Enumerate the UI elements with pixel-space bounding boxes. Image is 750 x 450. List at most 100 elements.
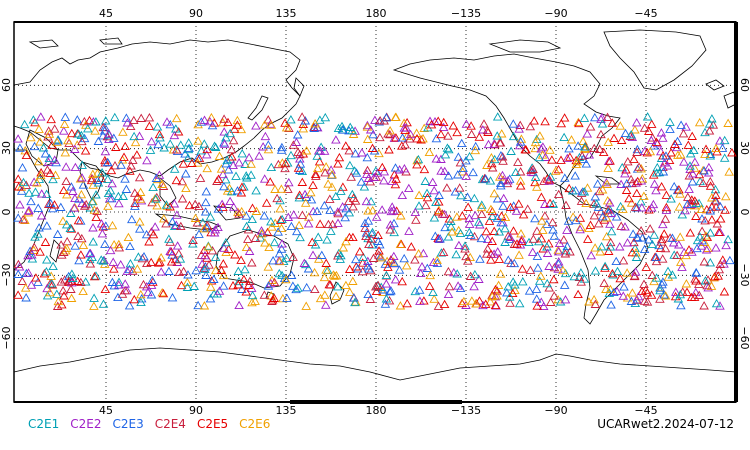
observation-triangle — [640, 146, 650, 155]
observation-triangle — [198, 217, 208, 227]
observation-triangle — [443, 131, 453, 140]
observation-triangle — [490, 284, 501, 294]
observation-triangle — [118, 191, 128, 200]
observation-triangle — [397, 190, 408, 200]
observation-triangle — [675, 149, 686, 159]
top-tick: −45 — [634, 7, 657, 20]
observation-triangle — [283, 184, 293, 193]
observation-triangle — [92, 206, 102, 215]
observation-triangle — [399, 253, 409, 263]
observation-triangle — [214, 151, 225, 160]
observation-triangle — [666, 148, 676, 157]
observation-triangle — [277, 158, 288, 167]
observation-triangle — [558, 265, 568, 275]
observation-triangle — [570, 171, 580, 180]
observation-triangle — [139, 251, 149, 261]
observation-triangle — [124, 300, 135, 310]
observation-triangle — [397, 141, 407, 150]
observation-triangle — [433, 207, 444, 216]
observation-triangle — [263, 281, 274, 290]
observation-triangle — [355, 246, 365, 256]
observation-triangle — [109, 264, 119, 273]
observation-triangle — [301, 146, 312, 155]
observation-triangle — [199, 139, 210, 148]
observation-triangle — [192, 158, 203, 167]
observation-triangle — [67, 269, 77, 278]
observation-triangle — [142, 155, 152, 165]
observation-triangle — [294, 190, 305, 199]
observation-triangle — [165, 139, 175, 148]
observation-triangle — [433, 301, 444, 310]
observation-triangle — [414, 285, 425, 294]
observation-triangle — [497, 170, 508, 180]
observation-triangle — [178, 266, 189, 276]
observation-triangle — [602, 195, 613, 205]
axis-tick-labels: 45 90 135 180 −135 −90 −45 45 90 135 180… — [0, 7, 750, 417]
observation-triangle — [711, 143, 721, 153]
observation-triangle — [291, 284, 301, 294]
observation-triangle — [559, 132, 569, 142]
observation-triangle — [623, 156, 633, 166]
observation-triangle — [130, 137, 141, 147]
observation-triangle — [245, 276, 255, 285]
observation-triangle — [60, 112, 71, 121]
observation-triangle — [651, 252, 661, 262]
observation-triangle — [340, 212, 350, 222]
observation-triangle — [406, 242, 417, 251]
observation-triangle — [233, 266, 244, 275]
observation-triangle — [479, 173, 490, 183]
observation-triangle — [225, 128, 235, 138]
observation-triangle — [187, 158, 197, 167]
observation-triangle — [171, 145, 182, 154]
observation-triangle — [412, 133, 422, 143]
observation-triangle — [656, 146, 666, 156]
observation-triangle — [326, 226, 336, 235]
observation-triangle — [282, 293, 292, 302]
observation-triangle — [98, 130, 108, 140]
observation-triangle — [477, 209, 487, 218]
observation-triangle — [391, 133, 401, 142]
observation-triangle — [136, 293, 147, 303]
observation-triangle — [91, 212, 101, 222]
observation-triangle — [414, 190, 424, 199]
observation-triangle — [321, 300, 331, 309]
observation-triangle — [362, 134, 373, 143]
observation-triangle — [685, 161, 695, 170]
observation-triangle — [100, 146, 111, 156]
observation-triangle — [574, 118, 584, 128]
observation-triangle — [667, 270, 678, 279]
observation-triangle — [702, 232, 713, 241]
observation-triangle — [632, 203, 642, 212]
observation-triangle — [45, 287, 55, 297]
observation-triangle — [59, 247, 69, 256]
observation-triangle — [69, 203, 79, 212]
observation-triangle — [495, 178, 506, 188]
observation-triangle — [80, 277, 91, 286]
observation-triangle — [705, 149, 716, 158]
left-tick: 30 — [0, 141, 13, 155]
observation-triangle — [705, 176, 716, 186]
observation-triangle — [164, 266, 174, 275]
observation-triangle — [475, 254, 485, 263]
observation-triangle — [628, 229, 638, 238]
observation-triangle — [70, 162, 81, 172]
observation-triangle — [564, 143, 574, 153]
observation-triangle — [210, 252, 221, 261]
observation-triangle — [240, 159, 250, 168]
observation-triangle — [63, 135, 73, 145]
observation-triangle — [194, 229, 204, 238]
observation-triangle — [286, 270, 297, 279]
observation-triangle — [559, 113, 570, 122]
observation-triangle — [29, 141, 40, 151]
observation-triangle — [46, 271, 56, 280]
observation-triangle — [330, 271, 340, 280]
observation-triangle — [346, 172, 356, 181]
observation-triangle — [656, 237, 667, 246]
observation-triangle — [333, 218, 343, 227]
observation-triangle — [682, 199, 693, 209]
observation-triangle — [514, 298, 525, 308]
observation-triangle — [497, 152, 508, 161]
observation-triangle — [711, 298, 722, 308]
observation-triangle — [333, 123, 344, 133]
observation-triangle — [581, 198, 591, 208]
